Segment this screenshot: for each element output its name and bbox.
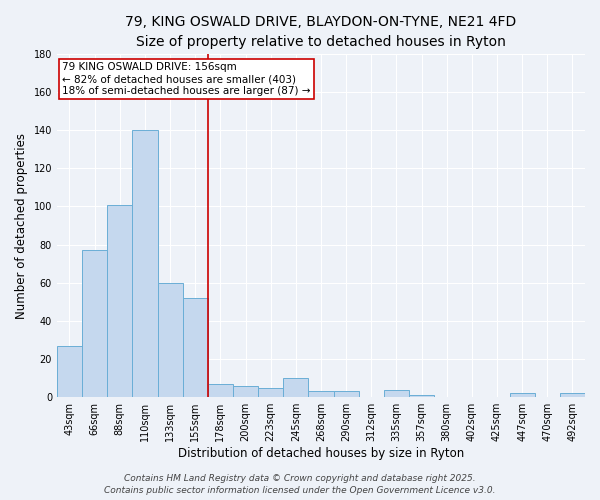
Bar: [208, 384, 233, 397]
Bar: [334, 392, 359, 397]
Title: 79, KING OSWALD DRIVE, BLAYDON-ON-TYNE, NE21 4FD
Size of property relative to de: 79, KING OSWALD DRIVE, BLAYDON-ON-TYNE, …: [125, 15, 517, 48]
Bar: [308, 392, 334, 397]
Bar: [158, 283, 182, 397]
Bar: [82, 250, 107, 397]
Bar: [258, 388, 283, 397]
Bar: [509, 394, 535, 397]
X-axis label: Distribution of detached houses by size in Ryton: Distribution of detached houses by size …: [178, 447, 464, 460]
Text: Contains HM Land Registry data © Crown copyright and database right 2025.
Contai: Contains HM Land Registry data © Crown c…: [104, 474, 496, 495]
Bar: [233, 386, 258, 397]
Y-axis label: Number of detached properties: Number of detached properties: [15, 132, 28, 318]
Bar: [283, 378, 308, 397]
Bar: [107, 204, 133, 397]
Bar: [57, 346, 82, 397]
Bar: [133, 130, 158, 397]
Bar: [560, 394, 585, 397]
Bar: [384, 390, 409, 397]
Text: 79 KING OSWALD DRIVE: 156sqm
← 82% of detached houses are smaller (403)
18% of s: 79 KING OSWALD DRIVE: 156sqm ← 82% of de…: [62, 62, 311, 96]
Bar: [182, 298, 208, 397]
Bar: [409, 396, 434, 397]
